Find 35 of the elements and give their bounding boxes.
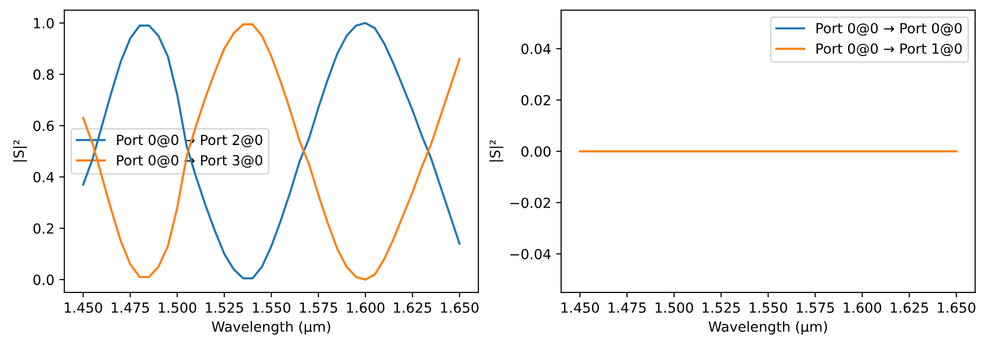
x-tick-label: 1.600	[347, 302, 384, 313]
x-tick-label: 1.650	[938, 302, 976, 313]
legend-label: Port 0@0 → Port 1@0	[816, 43, 962, 56]
x-tick-label: 1.475	[608, 302, 646, 313]
y-tick-label: −0.04	[510, 248, 551, 260]
y-tick-label: 0.0	[33, 274, 54, 286]
x-tick-label: 1.600	[844, 302, 882, 313]
y-tick-label: 0.6	[33, 120, 54, 132]
x-tick-label: 1.625	[890, 302, 928, 313]
x-tick-label: 1.450	[562, 302, 599, 313]
x-tick-label: 1.450	[64, 302, 102, 313]
y-tick-label: 0.8	[33, 69, 54, 80]
x-tick-label: 1.550	[750, 302, 788, 313]
y-tick-label: −0.02	[510, 198, 550, 208]
x-tick-label: 1.525	[206, 302, 243, 313]
y-axis-title: |S|²	[13, 140, 27, 162]
x-axis-title: Wavelength (µm)	[708, 321, 827, 335]
y-tick-label: 0.02	[521, 94, 550, 106]
y-axis-title: |S|²	[489, 140, 504, 162]
y-tick-label: 0.4	[33, 172, 54, 182]
x-tick-label: 1.500	[656, 302, 694, 313]
y-tick-label: 0.2	[33, 223, 54, 234]
x-axis-title: Wavelength (µm)	[212, 321, 330, 335]
legend-label: Port 0@0 → Port 0@0	[816, 22, 962, 36]
x-tick-label: 1.525	[702, 302, 740, 313]
y-tick-label: 0.00	[521, 146, 551, 157]
x-tick-label: 1.650	[441, 302, 478, 313]
x-tick-label: 1.575	[796, 302, 834, 313]
y-tick-label: 0.04	[521, 44, 551, 54]
x-tick-label: 1.575	[300, 302, 338, 313]
x-tick-label: 1.500	[158, 302, 196, 313]
x-tick-label: 1.475	[112, 302, 149, 313]
x-tick-label: 1.550	[252, 302, 290, 313]
y-tick-label: 1.0	[34, 18, 54, 28]
x-tick-label: 1.625	[394, 302, 432, 313]
